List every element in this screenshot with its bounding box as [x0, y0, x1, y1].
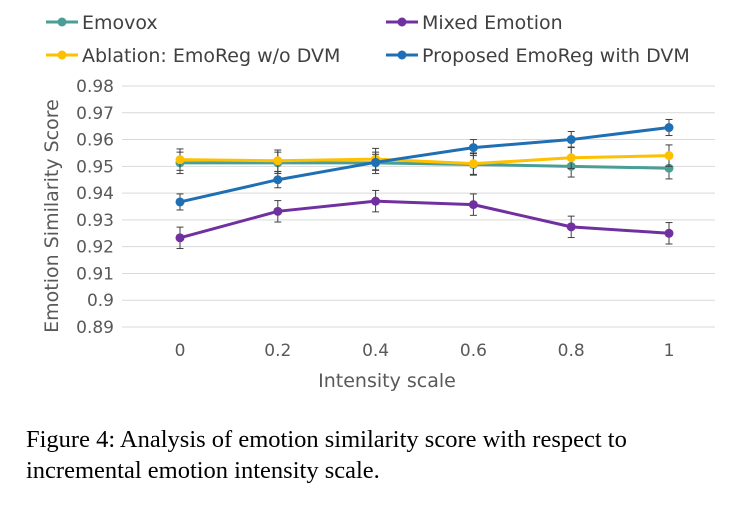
data-point	[175, 197, 185, 207]
data-point	[468, 200, 478, 210]
data-point	[273, 156, 283, 166]
series-line	[179, 126, 670, 204]
y-tick-label: 0.92	[76, 238, 114, 258]
data-point	[566, 222, 576, 232]
y-tick-label: 0.93	[76, 211, 114, 231]
x-tick-label: 0.8	[558, 341, 585, 361]
data-point	[175, 233, 185, 243]
legend-label-ablation: Ablation: EmoReg w/o DVM	[82, 45, 340, 67]
series-line	[179, 154, 670, 166]
data-point	[371, 196, 381, 206]
y-tick-label: 0.98	[76, 77, 114, 97]
figure-caption: Figure 4: Analysis of emotion similarity…	[26, 426, 627, 484]
y-tick-label: 0.97	[76, 104, 114, 124]
data-point	[566, 153, 576, 163]
series-line	[180, 161, 670, 170]
series-1	[175, 189, 674, 250]
series-3	[175, 118, 674, 211]
x-tick-label: 0.2	[264, 341, 291, 361]
data-point	[566, 135, 576, 145]
line-chart: Emovox Mixed Emotion Ablation: EmoReg w/…	[41, 12, 715, 392]
data-point	[175, 155, 185, 165]
legend-item-proposed: Proposed EmoReg with DVM	[386, 45, 690, 67]
series-line	[179, 199, 670, 240]
x-axis-title: Intensity scale	[318, 370, 456, 392]
data-point	[468, 143, 478, 153]
legend-label-emovox: Emovox	[82, 12, 158, 34]
data-point	[664, 228, 674, 238]
series-2	[175, 144, 674, 175]
data-point	[664, 123, 674, 133]
y-tick-label: 0.91	[76, 264, 114, 284]
gridlines	[122, 85, 715, 328]
y-tick-label: 0.95	[76, 157, 114, 177]
x-tick-label: 0.6	[460, 341, 487, 361]
legend-item-ablation: Ablation: EmoReg w/o DVM	[46, 45, 340, 67]
data-point	[664, 151, 674, 161]
y-tick-label: 0.96	[76, 131, 114, 151]
legend: Emovox Mixed Emotion Ablation: EmoReg w/…	[46, 12, 690, 67]
series-layer	[175, 118, 674, 250]
legend-label-mixed-emotion: Mixed Emotion	[422, 12, 563, 34]
x-axis-ticks: 0 0.2 0.4 0.6 0.8 1	[175, 341, 675, 361]
y-tick-label: 0.89	[76, 318, 114, 338]
data-point	[273, 175, 283, 185]
x-tick-label: 1	[664, 341, 675, 361]
legend-label-proposed: Proposed EmoReg with DVM	[422, 45, 690, 67]
data-point	[371, 157, 381, 167]
data-point	[468, 159, 478, 169]
y-tick-label: 0.94	[76, 184, 114, 204]
legend-item-mixed-emotion: Mixed Emotion	[386, 12, 563, 34]
y-axis-title: Emotion Similarity Score	[41, 99, 63, 333]
x-tick-label: 0	[175, 341, 186, 361]
y-axis-ticks: 0.89 0.9 0.91 0.92 0.93 0.94 0.95 0.96 0.97 0.98	[76, 77, 114, 338]
data-point	[273, 206, 283, 216]
x-tick-label: 0.4	[362, 341, 389, 361]
legend-item-emovox: Emovox	[46, 12, 158, 34]
y-tick-label: 0.9	[87, 291, 114, 311]
